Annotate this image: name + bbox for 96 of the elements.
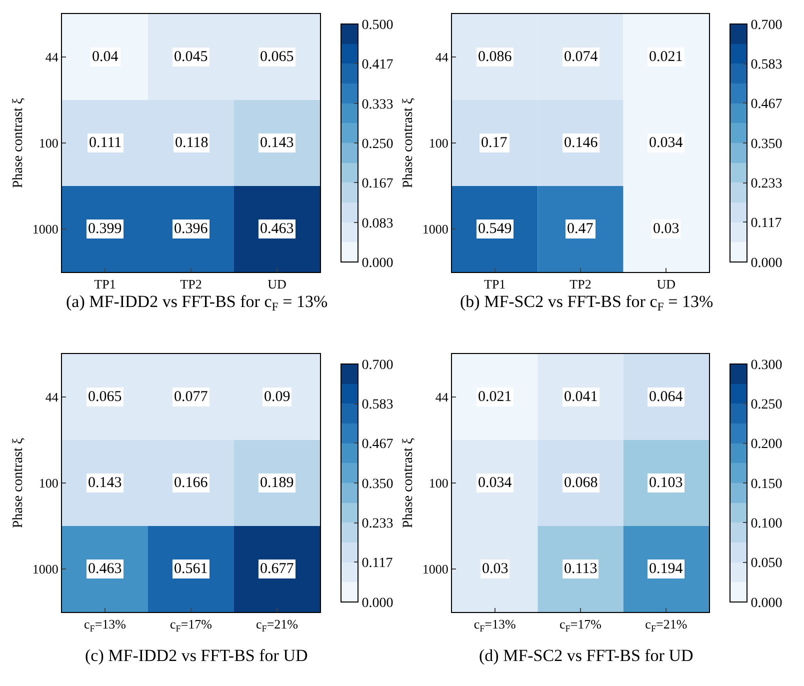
y-tick-label: 100 bbox=[38, 476, 58, 491]
data-label: 0.09 bbox=[264, 389, 290, 405]
color-bar-label: 0.467 bbox=[750, 97, 782, 112]
y-tick-label: 44 bbox=[45, 50, 59, 65]
data-label: 0.194 bbox=[649, 561, 684, 577]
color-bar-label: 0.233 bbox=[362, 516, 394, 532]
data-label: 0.143 bbox=[260, 135, 294, 151]
color-bar-label: 0.083 bbox=[362, 216, 394, 232]
color-bar-label: 0.300 bbox=[750, 358, 782, 373]
color-bar-label: 0.500 bbox=[362, 18, 394, 33]
color-bar-label: 0.233 bbox=[750, 176, 782, 192]
color-bar-label: 0.200 bbox=[750, 437, 782, 452]
data-label: 0.549 bbox=[478, 221, 512, 237]
data-label: 0.146 bbox=[564, 135, 598, 151]
color-bar-label: 0.350 bbox=[750, 136, 782, 152]
y-axis-title: Phase contrast ξ bbox=[401, 98, 416, 188]
data-label: 0.065 bbox=[88, 389, 122, 405]
color-bar-label: 0.250 bbox=[750, 398, 782, 413]
color-bar-label: 0.167 bbox=[362, 176, 394, 192]
y-axis-title: Phase contrast ξ bbox=[401, 438, 416, 528]
data-label: 0.118 bbox=[175, 135, 208, 151]
y-tick-label: 1000 bbox=[422, 222, 448, 237]
text: (a) MF-IDD2 vs FFT-BS for c$_{F}$ = 13% bbox=[66, 292, 328, 314]
x-tick-label: c$_{F}$=17% bbox=[559, 616, 602, 634]
x-tick-label: TP1 bbox=[94, 276, 116, 292]
data-label: 0.074 bbox=[564, 49, 598, 65]
y-tick-label: 100 bbox=[428, 136, 448, 151]
color-bar-label: 0.000 bbox=[750, 596, 782, 611]
color-bar-label: 0.117 bbox=[362, 556, 393, 572]
color-bar-label: 0.350 bbox=[362, 476, 394, 492]
text: (b) MF-SC2 vs FFT-BS for c$_{F}$ = 13% bbox=[460, 292, 714, 314]
data-label: 0.677 bbox=[260, 561, 294, 577]
x-tick-label: TP1 bbox=[484, 276, 506, 292]
data-label: 0.17 bbox=[481, 135, 508, 151]
data-label: 0.068 bbox=[564, 475, 598, 491]
data-label: 0.045 bbox=[174, 49, 208, 65]
x-tick-label: UD bbox=[656, 276, 676, 292]
x-tick-label: TP2 bbox=[570, 276, 592, 292]
color-bar-label: 0.150 bbox=[750, 476, 782, 492]
data-label: 0.189 bbox=[260, 475, 294, 491]
data-label: 0.113 bbox=[564, 561, 598, 577]
y-axis-title: Phase contrast ξ bbox=[11, 438, 26, 528]
color-bar-label: 0.000 bbox=[362, 596, 394, 611]
text: (c) MF-IDD2 vs FFT-BS for UD bbox=[85, 646, 308, 665]
x-tick-label: UD bbox=[268, 276, 286, 292]
y-axis-title: Phase contrast ξ bbox=[11, 98, 26, 188]
color-bar-label: 0.583 bbox=[362, 398, 394, 413]
color-bar-label: 0.583 bbox=[750, 58, 782, 73]
data-label: 0.03 bbox=[482, 561, 508, 577]
data-label: 0.04 bbox=[92, 49, 119, 65]
data-label: 0.021 bbox=[649, 49, 683, 65]
color-bar-label: 0.000 bbox=[750, 256, 782, 271]
color-bar-label: 0.117 bbox=[750, 216, 782, 232]
color-bar-label: 0.700 bbox=[362, 358, 394, 373]
y-tick-label: 1000 bbox=[32, 562, 58, 577]
data-label: 0.463 bbox=[260, 221, 294, 237]
data-label: 0.034 bbox=[478, 475, 512, 491]
data-label: 0.463 bbox=[88, 561, 122, 577]
x-tick-label: c$_{F}$=21% bbox=[645, 616, 688, 634]
data-label: 0.021 bbox=[478, 389, 512, 405]
color-bar-label: 0.467 bbox=[362, 437, 394, 452]
y-tick-label: 44 bbox=[435, 390, 449, 405]
x-tick-label: c$_{F}$=21% bbox=[256, 616, 298, 634]
y-tick-label: 44 bbox=[435, 50, 449, 65]
data-label: 0.065 bbox=[260, 49, 294, 65]
x-tick-label: c$_{F}$=13% bbox=[474, 616, 516, 634]
data-label: 0.561 bbox=[174, 561, 208, 577]
x-tick-label: c$_{F}$=17% bbox=[170, 616, 212, 634]
data-label: 0.47 bbox=[567, 221, 594, 237]
data-label: 0.143 bbox=[88, 475, 122, 491]
y-tick-label: 1000 bbox=[422, 562, 448, 577]
y-tick-label: 1000 bbox=[32, 222, 58, 237]
color-bar-label: 0.100 bbox=[750, 516, 782, 532]
y-tick-label: 100 bbox=[38, 136, 58, 151]
data-label: 0.103 bbox=[649, 475, 683, 491]
y-tick-label: 100 bbox=[428, 476, 448, 491]
data-label: 0.03 bbox=[653, 221, 680, 237]
color-bar-label: 0.417 bbox=[362, 57, 394, 72]
color-bar-label: 0.050 bbox=[750, 556, 782, 572]
data-label: 0.396 bbox=[174, 221, 208, 237]
data-label: 0.077 bbox=[174, 389, 208, 405]
y-tick-label: 44 bbox=[45, 390, 59, 405]
data-label: 0.064 bbox=[649, 389, 684, 405]
color-bar-label: 0.700 bbox=[750, 18, 782, 33]
color-bar-label: 0.250 bbox=[362, 136, 394, 152]
data-label: 0.041 bbox=[564, 389, 598, 405]
data-label: 0.086 bbox=[478, 49, 512, 65]
data-label: 0.111 bbox=[89, 135, 122, 151]
color-bar-label: 0.333 bbox=[362, 97, 394, 112]
data-label: 0.399 bbox=[88, 221, 122, 237]
data-label: 0.034 bbox=[649, 135, 684, 151]
data-label: 0.166 bbox=[174, 475, 208, 491]
x-tick-label: c$_{F}$=13% bbox=[84, 616, 126, 634]
color-bar-label: 0.000 bbox=[362, 256, 394, 271]
x-tick-label: TP2 bbox=[180, 276, 202, 292]
text: (d) MF-SC2 vs FFT-BS for UD bbox=[479, 646, 694, 665]
